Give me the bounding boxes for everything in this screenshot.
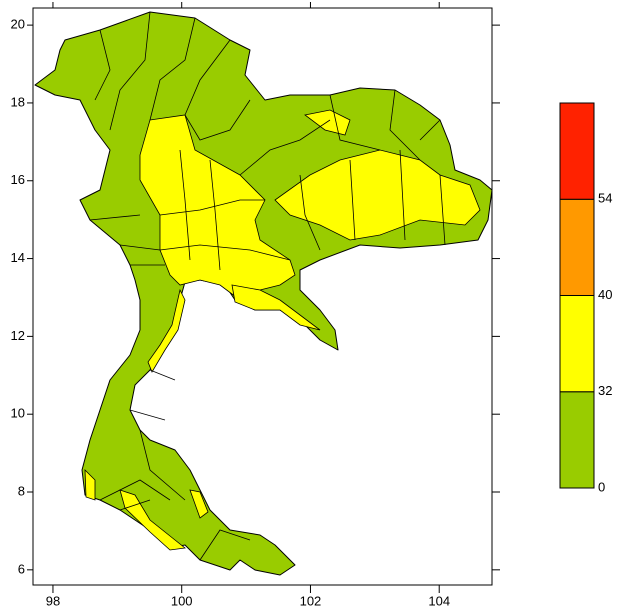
- y-tick-label: 18: [11, 94, 25, 109]
- colorbar-band: [559, 391, 595, 489]
- map-layer: [34, 11, 493, 576]
- warm-zone: [189, 489, 209, 519]
- y-tick-label: 8: [18, 483, 25, 498]
- colorbar-label: 40: [598, 287, 612, 302]
- y-tick-label: 16: [11, 172, 25, 187]
- warm-zone: [304, 109, 351, 136]
- colorbar: 0 32 40 54: [559, 102, 612, 494]
- y-tick-label: 6: [18, 561, 25, 576]
- colorbar-frame: [559, 102, 595, 489]
- warm-zone: [274, 149, 481, 241]
- axes: 98 100 102 104 6 8 10 12 14 16 18 20: [11, 2, 500, 608]
- y-tick-label: 20: [11, 17, 25, 32]
- colorbar-band: [559, 102, 595, 200]
- y-tick-label: 10: [11, 406, 25, 421]
- warm-zone: [147, 288, 186, 373]
- x-tick-label: 102: [300, 593, 322, 608]
- x-tick-label: 100: [171, 593, 193, 608]
- y-tick-label: 12: [11, 328, 25, 343]
- colorbar-label: 32: [598, 383, 612, 398]
- y-tick-label: 14: [11, 250, 25, 265]
- x-tick-label: 104: [428, 593, 450, 608]
- warm-zone: [84, 468, 96, 501]
- colorbar-band: [559, 198, 595, 296]
- warm-zone: [231, 284, 321, 331]
- x-tick-label: 98: [46, 593, 60, 608]
- province-borders: [89, 11, 446, 561]
- colorbar-band: [559, 295, 595, 393]
- map-frame: [32, 7, 493, 586]
- colorbar-label: 54: [598, 191, 612, 206]
- colorbar-label: 0: [598, 479, 605, 494]
